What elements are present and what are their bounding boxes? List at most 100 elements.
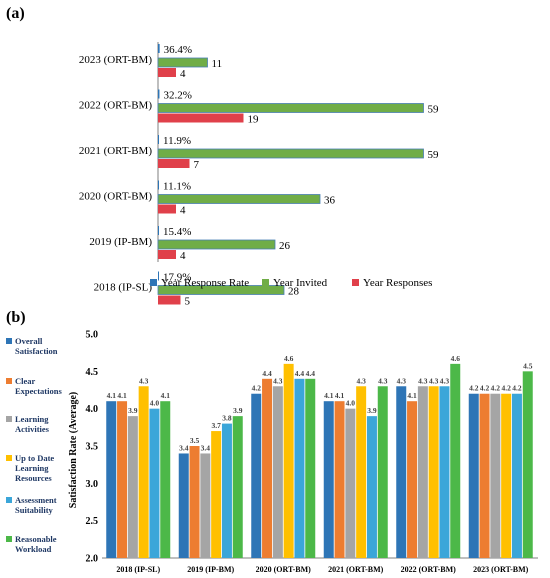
panel-b-bar (356, 386, 367, 558)
panel-a-value-label: 17.9% (163, 272, 191, 284)
panel-a-bar (158, 271, 159, 281)
panel-b-bar (428, 386, 439, 558)
panel-b-legend-swatch (6, 338, 12, 344)
panel-b-value-label: 4.3 (397, 376, 407, 385)
panel-b-bar (221, 423, 232, 558)
panel-a-category-label: 2022 (ORT-BM) (79, 100, 153, 112)
panel-b-bar (417, 386, 428, 558)
panel-b-value-label: 4.1 (161, 391, 171, 400)
panel-b-y-tick-label: 3.0 (86, 479, 99, 490)
panel-b-value-label: 4.3 (429, 376, 439, 385)
panel-a-label: (a) (6, 5, 25, 22)
panel-b-value-label: 3.9 (367, 406, 377, 415)
panel-a-bar (158, 113, 244, 123)
panel-b-bar (407, 401, 418, 558)
panel-a-value-labels: 36.4% 11 4 32.2% 59 19 11.9% 59 711.1% 36 4 15.4% 26… (163, 44, 439, 308)
panel-a-legend-swatch (352, 279, 359, 286)
panel-b-category-labels: 2018 (IP-SL) 2019 (IP-BM) 2020 (ORT-BM) 202… (116, 565, 528, 574)
panel-b-y-axis-label: Satisfaction Rate (Average) (68, 392, 79, 508)
panel-b-legend-swatch (6, 455, 12, 461)
panel-b-legend-swatch (6, 497, 12, 503)
panel-a-value-label: 59 (428, 149, 440, 161)
panel-b-value-label: 3.9 (128, 406, 138, 415)
panel-b-category-label: 2019 (IP-BM) (187, 565, 234, 574)
panel-b-bar (490, 393, 501, 558)
panel-a-value-label: 28 (288, 286, 300, 298)
panel-b-bar (106, 401, 117, 558)
panel-a-bar (157, 239, 276, 250)
panel-a-value-label: 7 (194, 159, 200, 171)
panel-b-bar (232, 416, 243, 558)
panel-a-bar (157, 148, 424, 159)
panel-b-legend-swatch (6, 536, 12, 542)
panel-a-legend-entry: Year Responses (363, 277, 432, 289)
panel-a-horizontal-bar-chart: (a) 2023 (ORT-BM) 2022 (ORT-BM) 2021 (ORT-… (6, 5, 439, 308)
panel-a-bar (158, 135, 159, 144)
panel-b-value-label: 4.1 (407, 391, 417, 400)
panel-b-value-labels: 4.1 4.13.94.34.04.13.43.53.43.73.83.94.24… (107, 354, 533, 453)
panel-b-category-label: 2018 (IP-SL) (116, 565, 160, 574)
panel-b-value-label: 4.3 (418, 376, 428, 385)
panel-b-bar (149, 408, 160, 558)
panel-a-category-label: 2023 (ORT-BM) (79, 54, 153, 66)
panel-a-bar (158, 44, 160, 53)
panel-b-value-label: 4.3 (356, 376, 366, 385)
panel-b-bar (117, 401, 128, 558)
panel-b-value-label: 4.3 (139, 376, 149, 385)
panel-b-bar (160, 401, 171, 558)
panel-a-legend-swatch (262, 279, 269, 286)
panel-a-value-label: 11.9% (163, 135, 191, 147)
panel-b-legend: Overall Satisfaction Clear Expectations Lear… (6, 336, 62, 554)
panel-b-legend-entry: Overall Satisfaction (15, 336, 58, 356)
panel-a-value-label: 4 (180, 68, 186, 80)
panel-b-bar (439, 386, 450, 558)
panel-a-category-label: 2020 (ORT-BM) (79, 191, 153, 203)
panel-b-legend-swatch (6, 416, 12, 422)
panel-b-value-label: 4.2 (469, 384, 479, 393)
panel-a-bar (157, 103, 424, 113)
panel-a-value-label: 4 (180, 250, 186, 262)
panel-a-bar (157, 285, 285, 295)
panel-a-value-label: 19 (248, 114, 260, 126)
panel-b-y-tick-label: 5.0 (86, 330, 99, 341)
panel-b-bar (189, 446, 200, 558)
panel-a-value-label: 15.4% (163, 226, 191, 238)
panel-a-value-label: 4 (180, 205, 186, 217)
panel-b-category-label: 2022 (ORT-BM) (401, 565, 457, 574)
panel-b-y-tick-labels: 2.0 2.5 3.0 3.5 4.0 4.5 5.0 (86, 330, 99, 565)
panel-b-bar (511, 393, 522, 558)
panel-a-bar (158, 89, 160, 99)
panel-a-category-label: 2021 (ORT-BM) (79, 145, 153, 157)
panel-b-bar (251, 393, 262, 558)
panel-b-value-label: 4.6 (451, 354, 461, 363)
panel-b-y-tick-label: 4.0 (86, 404, 99, 415)
panel-a-bar (157, 194, 321, 204)
panel-b-value-label: 4.6 (284, 354, 294, 363)
panel-b-category-label: 2021 (ORT-BM) (328, 565, 384, 574)
panel-a-bar (157, 57, 208, 68)
panel-b-bar (200, 453, 211, 558)
panel-a-legend: Year Response Rate Year Invited Year Respo… (150, 277, 432, 289)
panel-b-bars (106, 363, 533, 558)
panel-a-category-label: 2018 (IP-SL) (94, 282, 153, 294)
panel-b-value-label: 4.2 (491, 384, 501, 393)
panel-b-bar (211, 431, 222, 558)
panel-b-legend-entry: Assessment Suitability (15, 495, 57, 515)
panel-b-value-label: 4.5 (523, 361, 533, 370)
panel-b-y-tick-label: 2.5 (86, 516, 99, 527)
panel-b-value-label: 4.1 (324, 391, 334, 400)
panel-b-value-label: 4.2 (512, 384, 522, 393)
panel-a-value-label: 26 (279, 240, 291, 252)
panel-a-category-labels: 2023 (ORT-BM) 2022 (ORT-BM) 2021 (ORT-BM) 2… (79, 54, 153, 294)
panel-b-bar (334, 401, 345, 558)
panel-b-bar (468, 393, 479, 558)
panel-a-value-label: 59 (428, 104, 440, 116)
panel-a-value-label: 5 (185, 296, 191, 308)
panel-a-category-label: 2019 (IP-BM) (89, 236, 152, 248)
panel-b-bar (272, 386, 283, 558)
panel-a-bar (158, 68, 176, 77)
panel-a-bar (158, 204, 176, 214)
panel-b-value-label: 4.4 (306, 369, 316, 378)
panel-b-value-label: 4.2 (501, 384, 511, 393)
